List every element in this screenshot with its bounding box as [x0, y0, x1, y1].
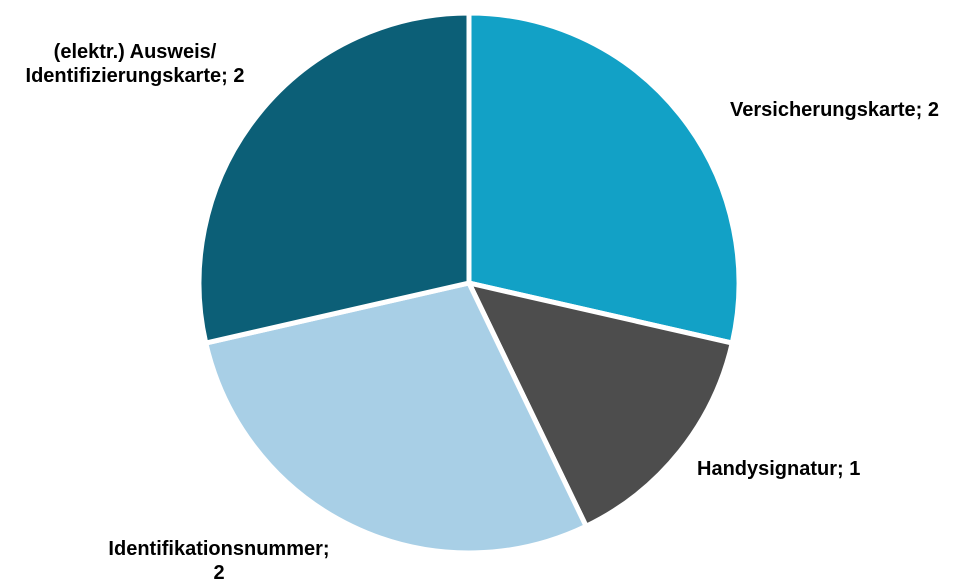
slice-label-handysignatur: Handysignatur; 1	[697, 458, 861, 480]
slice-label-ausweis-identifizierungskarte: (elektr.) Ausweis/ Identifizierungskarte…	[25, 41, 245, 87]
slice-label-versicherungskarte: Versicherungskarte; 2	[730, 99, 939, 121]
pie-slice-versicherungskarte	[466, 10, 742, 346]
pie-slice-handysignatur	[466, 280, 735, 529]
pie-slices	[196, 10, 742, 556]
slice-label-identifikationsnummer: Identifikationsnummer; 2	[108, 538, 330, 584]
pie-slice-identifikationsnummer	[203, 280, 589, 556]
pie-slice-elektr-ausweis-identifizierungskarte	[196, 10, 472, 346]
